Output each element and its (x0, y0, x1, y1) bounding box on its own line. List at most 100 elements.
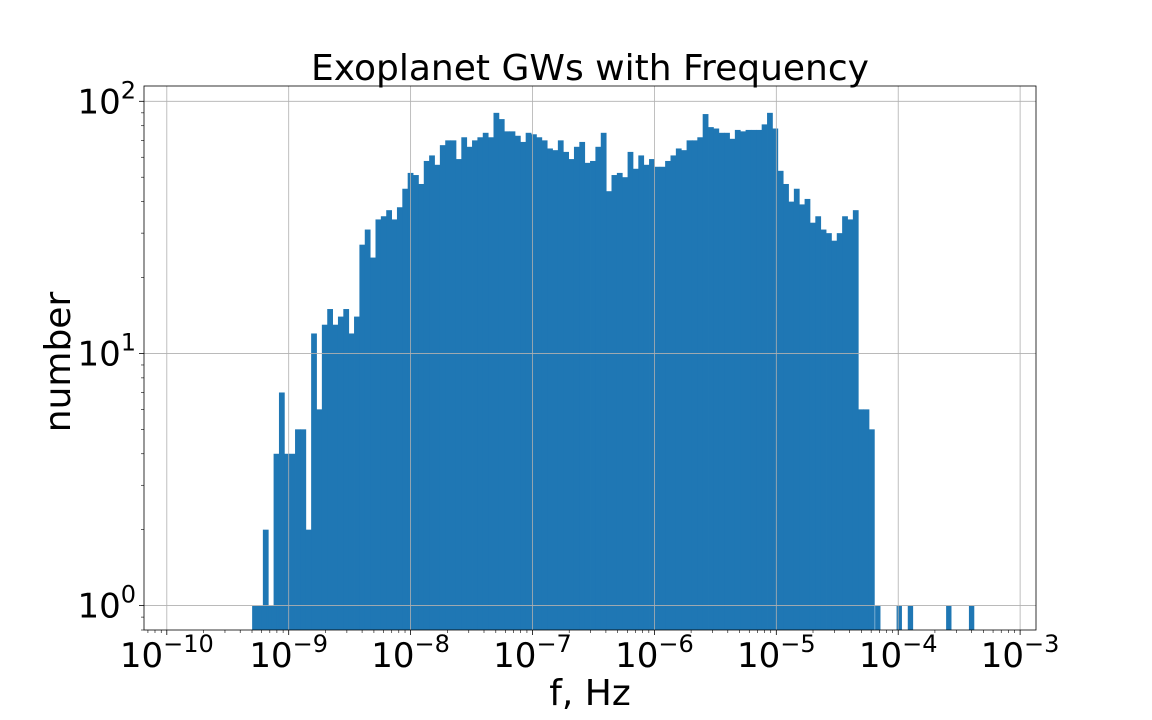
histogram-bar (321, 324, 328, 630)
histogram-bar (831, 240, 838, 631)
histogram-bar (863, 409, 870, 630)
histogram-bar (896, 605, 902, 630)
y-tick-label: 102 (77, 76, 136, 122)
histogram-bar (868, 429, 875, 630)
histogram-bar (380, 216, 387, 630)
histogram-bar (547, 148, 553, 630)
histogram-bar (852, 210, 859, 630)
histogram-bar (772, 128, 779, 630)
histogram-bar (271, 605, 277, 630)
histogram-bar (531, 134, 537, 630)
histogram-bar (638, 155, 645, 630)
histogram-bar (643, 164, 650, 630)
histogram-bar (262, 529, 269, 630)
histogram-bar (858, 409, 864, 630)
bars (252, 112, 975, 631)
x-tick-label: 10−9 (249, 630, 328, 676)
histogram-bar (311, 333, 317, 630)
histogram-bar (305, 529, 312, 630)
histogram-bar (697, 137, 704, 630)
histogram-bar (761, 124, 768, 630)
histogram-bar (654, 166, 661, 630)
histogram-bar (498, 119, 505, 631)
histogram-bar (590, 160, 596, 630)
histogram-bar (402, 188, 409, 630)
x-tick-label: 10−3 (981, 630, 1060, 676)
histogram-bar (799, 204, 805, 631)
histogram-bar (632, 168, 639, 630)
histogram-bar (300, 429, 307, 630)
histogram-bar (670, 155, 677, 630)
histogram-bar (482, 132, 489, 630)
histogram-bar (729, 138, 736, 630)
histogram-bar (783, 183, 789, 630)
histogram-bar (261, 605, 267, 630)
histogram-bar (820, 229, 827, 630)
histogram-bar (552, 150, 559, 630)
histogram-bar (968, 605, 975, 630)
histogram-bar (606, 191, 612, 630)
histogram-bar (477, 137, 484, 630)
histogram-bar (359, 244, 366, 630)
histogram-bar (445, 140, 451, 630)
histogram-bar (675, 148, 682, 630)
histogram-bar (627, 151, 634, 630)
histogram-bar (600, 132, 607, 630)
minor-ticks (141, 112, 1015, 633)
histogram-bar (391, 219, 398, 630)
histogram-bar (252, 605, 258, 630)
x-tick-labels: 10−10 10−9 10−8 10−7 10−6 10−5 10−4 10−3 (120, 630, 1060, 676)
histogram-bar (756, 129, 763, 630)
histogram-bar (268, 605, 274, 630)
histogram-bar (396, 207, 403, 631)
histogram-bar (713, 128, 720, 630)
histogram-bar (702, 114, 709, 631)
histogram-bar (686, 140, 693, 630)
histogram-bar (767, 112, 773, 630)
histogram-bar (514, 135, 521, 630)
histogram-bar (804, 198, 811, 630)
histogram-bar (295, 429, 301, 630)
histogram-bar (573, 146, 580, 630)
histogram-bar (337, 316, 344, 630)
x-tick-label: 10−7 (493, 630, 572, 676)
x-tick-label: 10−10 (120, 630, 214, 676)
histogram-bar (423, 160, 430, 630)
histogram-bar (413, 175, 419, 630)
histogram-bar (793, 188, 800, 630)
histogram-bar (332, 324, 339, 630)
x-axis-label: f, Hz (549, 673, 631, 714)
histogram-bar (946, 605, 952, 630)
histogram-bar (750, 129, 757, 630)
histogram-bar (665, 160, 671, 630)
histogram-bar (595, 146, 602, 630)
histogram-bar (536, 137, 543, 630)
x-tick-label: 10−8 (371, 630, 450, 676)
grid-lines (144, 86, 1036, 630)
histogram-bar (708, 127, 714, 630)
histogram-bar (557, 140, 564, 630)
histogram-bar (681, 150, 687, 630)
histogram-bar (278, 392, 285, 630)
histogram-bar (520, 141, 527, 630)
histogram-bar (327, 309, 333, 630)
y-tick-label: 100 (77, 581, 136, 627)
x-tick-label: 10−4 (859, 630, 938, 676)
histogram-bar (370, 257, 376, 630)
histogram-bar (348, 333, 355, 630)
histogram-bar (273, 453, 280, 630)
histogram-bar (354, 316, 360, 630)
histogram-bar (466, 146, 473, 630)
histogram-bar (745, 129, 752, 630)
histogram-bar (509, 131, 516, 630)
y-tick-label: 101 (77, 328, 136, 374)
y-axis-label: number (38, 292, 79, 433)
histogram-bar (724, 132, 730, 630)
histogram-bar (611, 175, 618, 630)
histogram-bar (429, 155, 435, 630)
histogram-bar (343, 309, 350, 630)
histogram-bar (579, 141, 586, 630)
histogram-bar (289, 453, 296, 630)
histogram-bar (568, 159, 575, 630)
